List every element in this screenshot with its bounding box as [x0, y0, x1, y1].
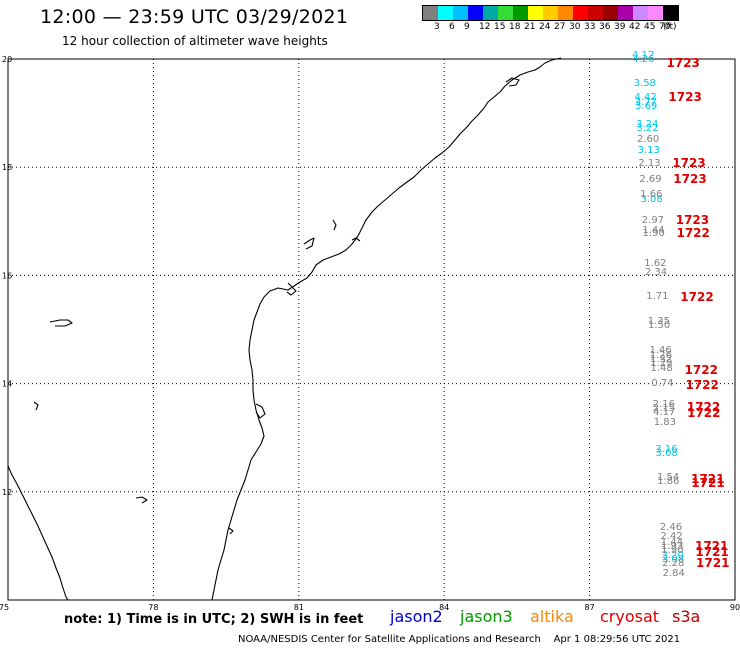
credit-line: NOAA/NESDIS Center for Satellite Applica…: [238, 634, 680, 645]
wave-height-value: 3.22: [636, 123, 658, 134]
latitude-tick-label: 12: [2, 488, 12, 497]
wave-height-value: 3.69: [635, 101, 657, 112]
islet-e: [229, 528, 233, 534]
pass-time-label: 1723: [672, 156, 705, 170]
satellite-legend-altika: altika: [530, 607, 574, 626]
wave-height-value: 1.90: [643, 228, 665, 239]
satellite-legend-s3a: s3a: [672, 607, 700, 626]
wave-height-value: 2.13: [638, 158, 660, 169]
latitude-tick-label: 18: [2, 163, 12, 172]
satellite-legend-jason2: jason2: [390, 607, 443, 626]
islet-b: [50, 320, 72, 326]
pass-time-label: 1723: [673, 172, 706, 186]
pass-time-label: 1723: [676, 213, 709, 227]
satellite-legend-cryosat: cryosat: [600, 607, 659, 626]
sri-lanka: [8, 466, 68, 600]
longitude-tick-label: 81: [294, 603, 304, 612]
islet-c: [34, 402, 38, 410]
wave-height-value: 3.08: [656, 448, 678, 459]
islet-d: [136, 497, 147, 503]
pass-time-label: 1722: [680, 290, 713, 304]
longitude-tick-label: 90: [730, 603, 740, 612]
latitude-tick-label: 14: [2, 380, 12, 389]
credit-text: NOAA/NESDIS Center for Satellite Applica…: [238, 634, 541, 645]
latitude-tick-label: 16: [2, 271, 12, 280]
wave-height-value: 3.58: [634, 78, 656, 89]
wave-height-value: 2.34: [645, 267, 667, 278]
krishna-delta: [287, 283, 296, 295]
longitude-tick-label: 78: [148, 603, 158, 612]
wave-height-value: 4.26: [632, 54, 654, 65]
lat-lon-grid: [8, 59, 735, 600]
units-note: note: 1) Time is in UTC; 2) SWH is in fe…: [64, 612, 363, 627]
wave-height-value: 3.08: [641, 194, 663, 205]
axis-tick-labels: 75 78 81 84 87 90 20 18 16 14 12: [0, 55, 740, 612]
east-coast-india: [212, 58, 561, 600]
pass-time-label: 1722: [676, 226, 709, 240]
coastline: [8, 58, 561, 600]
latitude-tick-label: 20: [2, 55, 12, 64]
wave-height-value: 2.84: [663, 568, 685, 579]
islet-a: [333, 220, 336, 230]
longitude-tick-label: 87: [585, 603, 595, 612]
pass-time-label: 1721: [691, 476, 724, 490]
wave-height-value: 1.50: [648, 320, 670, 331]
pass-time-label: 1723: [668, 90, 701, 104]
pass-time-label: 1721: [696, 556, 729, 570]
wave-height-value: 1.71: [646, 291, 668, 302]
longitude-tick-label: 75: [0, 603, 9, 612]
wave-height-value: 1.48: [650, 363, 672, 374]
wave-height-value: 0.74: [651, 378, 673, 389]
pass-time-label: 1722: [687, 406, 720, 420]
generated-timestamp: Apr 1 08:29:56 UTC 2021: [554, 634, 681, 645]
kolleru-islet: [304, 238, 314, 249]
satellite-legend-jason3: jason3: [460, 607, 513, 626]
pass-time-label: 1722: [685, 378, 718, 392]
wave-height-value: 2.69: [639, 174, 661, 185]
wave-height-value: 2.60: [637, 134, 659, 145]
pass-time-label: 1723: [666, 56, 699, 70]
wave-height-value: 1.83: [654, 417, 676, 428]
map-frame: [8, 59, 735, 600]
wave-height-value: 3.13: [638, 145, 660, 156]
wave-height-value: 1.86: [657, 476, 679, 487]
pass-time-label: 1722: [685, 363, 718, 377]
